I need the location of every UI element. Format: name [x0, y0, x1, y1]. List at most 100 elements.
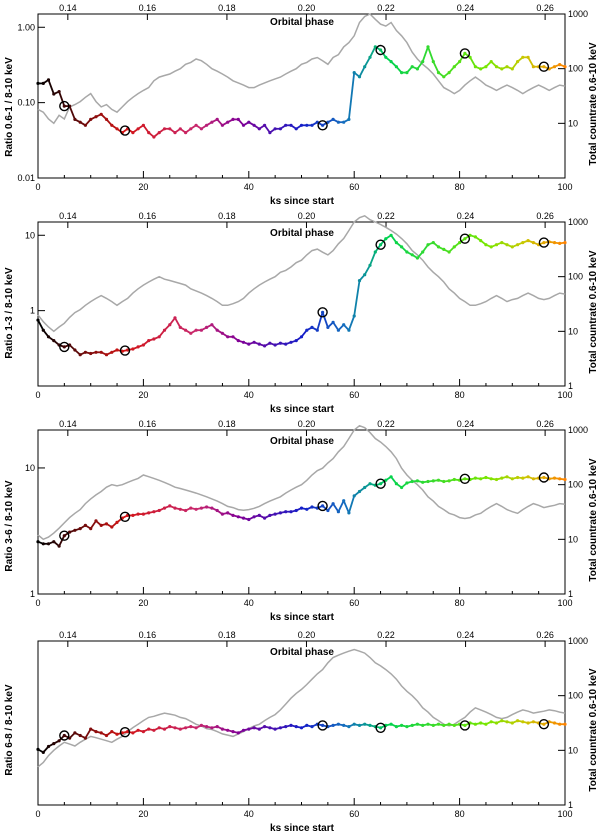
ratio-point [268, 341, 272, 345]
marker-circle [317, 120, 328, 131]
ratio-point [120, 731, 124, 735]
x-tick-label: 60 [349, 598, 359, 608]
panel-ratio-1-3: Orbital phase ks since start Ratio 1-3 /… [4, 228, 599, 415]
ratio-point [389, 722, 393, 726]
y-axis-label: Ratio 0.6-1 / 8-10 keV [4, 57, 15, 157]
y-axis-label: Ratio 6-8 / 8-10 keV [4, 684, 15, 775]
marker-circle [119, 511, 131, 522]
ratio-point [247, 342, 251, 346]
ratio-point [147, 131, 151, 135]
y-axis-label: Ratio 3-6 / 8-10 keV [4, 480, 15, 571]
ratio-segment [527, 56, 535, 68]
ratio-point [252, 340, 256, 344]
countrate-line [37, 214, 566, 333]
phase-tick-label: 0.18 [218, 630, 236, 640]
y-tick-label: 1.00 [17, 22, 35, 32]
panel-2-plot: 0 20 40 60 80 100 0.14 0.16 0.18 0.20 0.22 0.24 0.26… [25, 419, 588, 608]
ratio-segment [469, 56, 477, 68]
ratio-point [62, 104, 66, 108]
ratio-point [500, 719, 504, 723]
ratio-point [558, 477, 562, 481]
ratio-point [210, 323, 214, 327]
x-tick-label: 0 [35, 809, 40, 819]
marker-circle [59, 341, 70, 353]
phase-tick-label: 0.24 [457, 630, 475, 640]
y-tick-label: 1 [30, 306, 35, 316]
ratio-point [447, 250, 451, 254]
ratio-segment [47, 79, 55, 95]
ratio-point [236, 731, 240, 735]
ratio-point [558, 63, 562, 67]
ratio-point [405, 250, 409, 254]
ratio-point [400, 71, 404, 75]
ratio-point [410, 65, 414, 69]
ratio-point [389, 233, 393, 237]
ratio-point [89, 527, 93, 531]
ratio-point [131, 347, 135, 351]
y-axis-label: Ratio 1-3 / 8-10 keV [4, 267, 15, 358]
ratio-point [168, 725, 172, 729]
ratio-point [552, 721, 557, 725]
ratio-point [368, 263, 372, 267]
marker-circle [459, 233, 471, 244]
ratio-point [215, 328, 219, 332]
ratio-segment [321, 312, 329, 328]
ratio-point [415, 256, 419, 260]
ratio-point [199, 723, 203, 728]
marker-circle [119, 345, 131, 356]
phase-title: Orbital phase [270, 647, 334, 658]
marker-circle [459, 473, 471, 484]
ratio-point [83, 736, 87, 740]
ratio-point [220, 512, 224, 516]
ratio-point [368, 723, 372, 728]
ratio-point [563, 722, 567, 726]
x-tick-label: 20 [138, 598, 148, 608]
ratio-point [473, 65, 477, 69]
ratio-point [489, 60, 493, 64]
ratio-point [442, 75, 446, 79]
ratio-point [321, 310, 325, 314]
ratio-point [173, 131, 177, 135]
ratio-point [62, 534, 66, 538]
ratio-segment [337, 500, 345, 513]
ratio-point [189, 127, 193, 131]
ratio-point [436, 722, 441, 726]
ratio-point [447, 479, 451, 483]
phase-tick-label: 0.22 [377, 211, 395, 221]
ratio-point [226, 511, 230, 515]
ratio-point [189, 725, 193, 729]
ratio-point [479, 477, 483, 481]
ratio-point [289, 723, 293, 728]
ratio-point [73, 731, 77, 735]
ratio-point [500, 67, 504, 71]
ratio-point [389, 475, 393, 479]
ratio-point [521, 241, 525, 245]
ratio-segment [358, 66, 366, 78]
ratio-point [394, 725, 398, 729]
ratio-point [199, 328, 203, 332]
ratio-point [73, 528, 77, 532]
ratio-point [321, 123, 325, 127]
ratio-point [184, 726, 188, 730]
ratio-point [321, 723, 325, 728]
ratio-point [526, 721, 530, 725]
ratio-point [131, 731, 135, 735]
ratio-point [436, 71, 441, 75]
phase-tick-label: 0.22 [377, 419, 395, 429]
ratio-point [373, 250, 377, 254]
ratio-point [447, 71, 451, 75]
ratio-point [184, 508, 188, 513]
x-tick-label: 40 [244, 809, 254, 819]
ratio-point [226, 120, 230, 124]
ratio-point [152, 135, 156, 139]
phase-tick-label: 0.22 [377, 3, 395, 13]
ratio-point [331, 320, 335, 324]
ratio-point [542, 241, 546, 245]
ratio-point [405, 481, 409, 485]
ratio-point [210, 726, 214, 730]
ratio-point [521, 720, 525, 724]
ratio-point [305, 507, 309, 511]
y2-tick-label: 10 [568, 326, 578, 336]
ratio-point [342, 723, 346, 728]
